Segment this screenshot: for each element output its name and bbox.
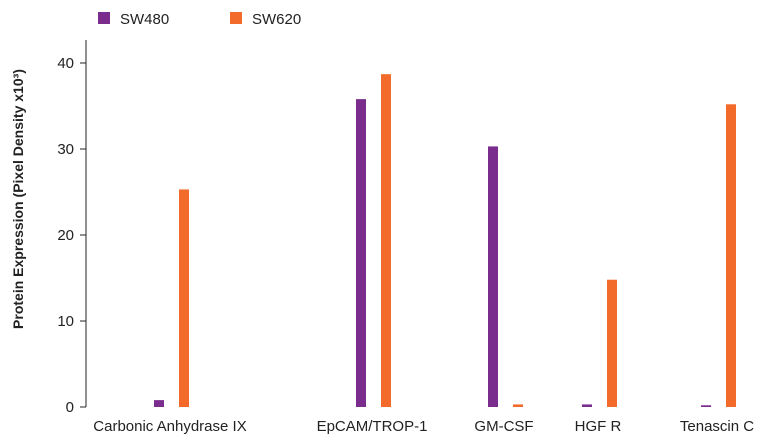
- bar-sw620-4: [726, 104, 736, 407]
- x-labels: Carbonic Anhydrase IX EpCAM/TROP-1 GM-CSF H…: [93, 418, 754, 435]
- bar-sw480-2: [488, 146, 498, 408]
- y-tick-label: 10: [57, 313, 74, 330]
- legend-swatch-sw620: [230, 12, 242, 24]
- y-tick-label: 40: [57, 55, 74, 72]
- legend-label-sw480: SW480: [120, 11, 169, 28]
- bar-sw480-3: [582, 404, 592, 407]
- x-category-label: Carbonic Anhydrase IX: [93, 418, 246, 435]
- bar-sw480-1: [356, 99, 366, 408]
- bar-sw620-2: [513, 404, 523, 407]
- x-category-label: Tenascin C: [680, 418, 754, 435]
- bar-sw620-0: [179, 189, 189, 407]
- x-category-label: HGF R: [575, 418, 622, 435]
- y-axis-title: Protein Expression (Pixel Density x10³): [10, 69, 26, 329]
- legend-swatch-sw480: [98, 12, 110, 24]
- y-ticks: 0 10 20 30 40: [57, 55, 86, 416]
- x-category-label: EpCAM/TROP-1: [317, 418, 428, 435]
- y-tick-label: 0: [66, 399, 74, 416]
- x-category-label: GM-CSF: [474, 418, 533, 435]
- legend-label-sw620: SW620: [252, 11, 301, 28]
- bar-sw480-4: [701, 405, 711, 407]
- bars: [154, 74, 736, 408]
- bar-sw620-3: [607, 279, 617, 407]
- bar-sw480-0: [154, 400, 164, 407]
- y-tick-label: 20: [57, 227, 74, 244]
- bar-sw620-1: [381, 74, 391, 408]
- y-tick-label: 30: [57, 141, 74, 158]
- legend: SW480 SW620: [98, 11, 301, 28]
